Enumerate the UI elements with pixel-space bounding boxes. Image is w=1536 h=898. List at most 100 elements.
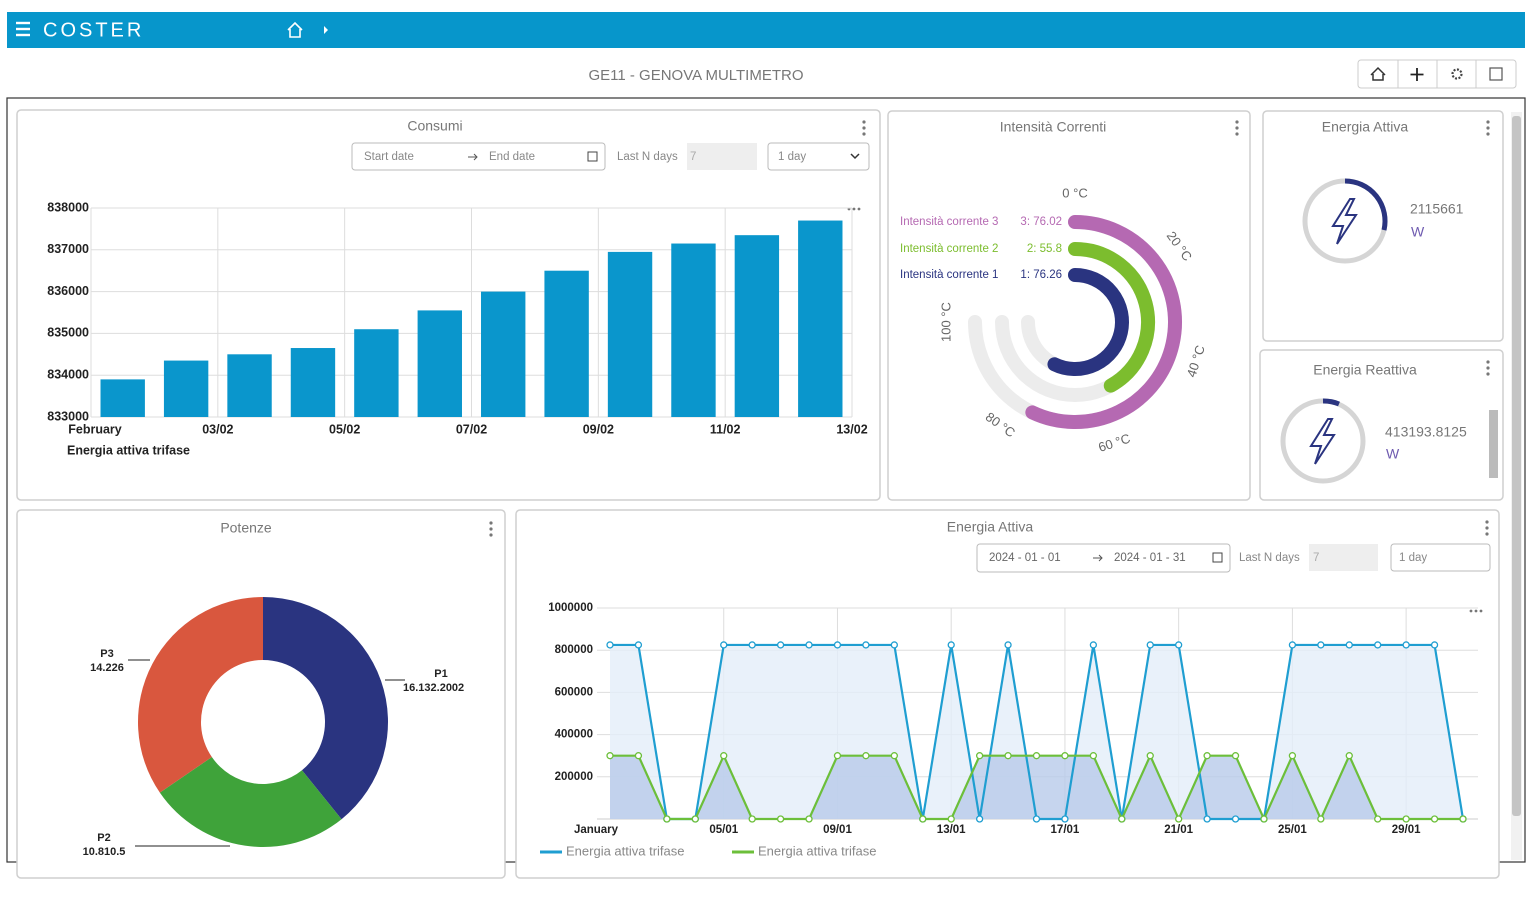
point xyxy=(1288,641,1297,649)
ring-value-label: 3: 76.02 xyxy=(1020,216,1062,228)
point xyxy=(1345,641,1353,649)
toolbar xyxy=(1357,59,1517,89)
point xyxy=(1345,752,1353,760)
point xyxy=(805,815,813,823)
legend-label: Energia attiva trifase xyxy=(758,843,877,858)
point xyxy=(720,641,728,649)
point xyxy=(634,752,643,760)
x-tick-label: 05/01 xyxy=(709,824,738,836)
slice-name: P2 xyxy=(97,832,110,844)
calendar-icon[interactable] xyxy=(1212,552,1223,563)
y-tick-label: 1000000 xyxy=(548,602,593,614)
point xyxy=(1032,815,1041,823)
settings-button[interactable] xyxy=(1451,68,1463,80)
point xyxy=(805,641,813,649)
interval-value: 1 day xyxy=(778,151,806,163)
legend-label: Energia attiva trifase xyxy=(566,843,685,858)
bar xyxy=(798,220,843,417)
y-tick-label: 838000 xyxy=(47,200,89,214)
scale-label: 100 °C xyxy=(938,302,953,342)
panel-title: Energia Attiva xyxy=(1322,119,1409,135)
scrollbar-thumb[interactable] xyxy=(1512,116,1521,816)
point xyxy=(1061,815,1069,823)
gauge-arc xyxy=(1322,398,1340,407)
y-tick-label: 833000 xyxy=(47,409,89,423)
donut-slice xyxy=(159,757,342,847)
point xyxy=(862,641,870,649)
y-tick-label: 200000 xyxy=(555,771,593,783)
x-tick-label: 25/01 xyxy=(1278,824,1307,836)
home-icon[interactable] xyxy=(287,21,303,38)
point xyxy=(1260,815,1268,823)
point xyxy=(1032,752,1041,760)
point xyxy=(691,815,699,823)
home-button[interactable] xyxy=(1370,66,1386,81)
interval-select[interactable] xyxy=(1390,543,1491,572)
y-tick-label: 600000 xyxy=(555,686,593,698)
area xyxy=(610,644,1463,819)
bar xyxy=(734,235,780,417)
point xyxy=(1402,641,1410,649)
point xyxy=(1430,815,1439,823)
slice-label: 16.132.2002 xyxy=(403,682,464,694)
last-n-value: 7 xyxy=(1313,552,1319,564)
date-range[interactable] xyxy=(976,543,1231,573)
point xyxy=(1089,752,1098,760)
start-date: Start date xyxy=(364,151,414,163)
x-tick-label: February xyxy=(68,422,122,436)
intensita-panel xyxy=(887,110,1251,501)
calendar-icon[interactable] xyxy=(587,151,598,162)
point xyxy=(776,815,785,823)
point xyxy=(947,641,955,649)
potenze-panel xyxy=(16,509,506,879)
ring-name: Intensità corrente 2 xyxy=(900,243,998,255)
date-range[interactable] xyxy=(351,142,606,171)
x-tick-label: 11/02 xyxy=(710,422,741,436)
menu-icon[interactable] xyxy=(16,21,30,37)
panel-scrollbar[interactable] xyxy=(1489,410,1498,478)
point xyxy=(1203,752,1211,760)
point xyxy=(1146,752,1154,760)
y-tick-label: 834000 xyxy=(47,367,89,381)
x-tick-label: 07/02 xyxy=(456,422,487,436)
ring-name: Intensità corrente 1 xyxy=(900,269,998,281)
panel-title: Energia Attiva xyxy=(947,519,1034,535)
point xyxy=(776,641,785,649)
chevron xyxy=(850,153,860,160)
last-n-input[interactable] xyxy=(1309,544,1378,571)
point xyxy=(1203,815,1211,823)
y-tick-label: 800000 xyxy=(555,644,593,656)
save-button[interactable] xyxy=(1489,67,1503,81)
point xyxy=(890,641,898,649)
point xyxy=(1175,815,1183,823)
last-n-label: Last N days xyxy=(617,151,678,163)
point xyxy=(1231,752,1240,760)
start-date: 2024 - 01 - 01 xyxy=(989,552,1061,564)
point xyxy=(1175,641,1183,649)
point xyxy=(663,815,671,823)
point xyxy=(1317,641,1325,649)
bar xyxy=(671,243,716,417)
y-tick-label: 835000 xyxy=(47,326,89,340)
point xyxy=(975,815,984,823)
bar xyxy=(417,310,462,417)
top-bar xyxy=(7,12,1525,48)
x-axis-title: Energia attiva trifase xyxy=(67,443,190,457)
point xyxy=(919,815,927,823)
point xyxy=(1288,752,1297,760)
gauge-unit: W xyxy=(1386,446,1400,462)
point xyxy=(606,752,614,760)
bar xyxy=(163,360,209,417)
bar xyxy=(100,379,145,417)
add-button[interactable] xyxy=(1410,68,1424,81)
interval-select[interactable] xyxy=(767,142,870,171)
breadcrumb-arrow xyxy=(324,26,328,34)
last-n-value: 7 xyxy=(690,151,696,163)
scale-label: 0 °C xyxy=(1062,185,1087,200)
slice-label: 14.226 xyxy=(90,662,124,674)
last-n-input[interactable] xyxy=(687,143,757,170)
panel-title: Consumi xyxy=(407,118,462,134)
ring-value xyxy=(1025,215,1182,429)
panel-menus xyxy=(489,120,1490,613)
